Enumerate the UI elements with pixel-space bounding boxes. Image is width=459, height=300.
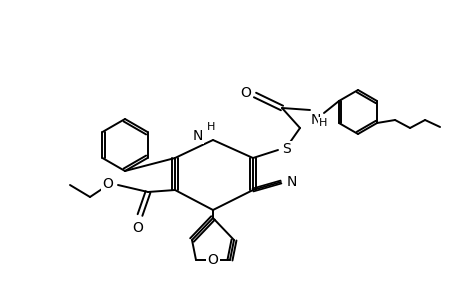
Text: N: N xyxy=(286,175,297,189)
Text: H: H xyxy=(318,118,327,128)
Text: N: N xyxy=(310,113,321,127)
Text: O: O xyxy=(132,221,143,235)
Text: N: N xyxy=(192,129,202,143)
Text: O: O xyxy=(102,177,113,191)
Text: S: S xyxy=(281,142,290,156)
Text: O: O xyxy=(207,253,218,267)
Text: H: H xyxy=(207,122,215,132)
Text: O: O xyxy=(240,86,251,100)
